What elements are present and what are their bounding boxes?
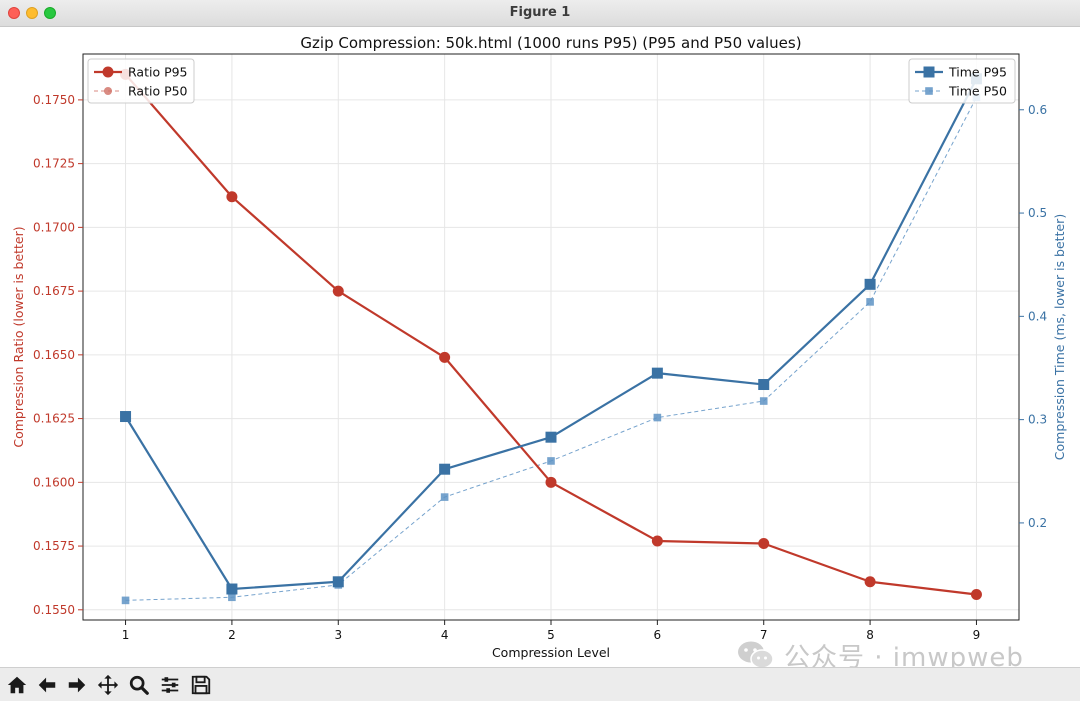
right-y-tick-label: 0.3 [1028,413,1047,427]
x-tick-label: 1 [122,628,130,642]
data-point [332,576,344,588]
data-point [545,476,557,488]
data-point [439,351,451,363]
y-axis-label-left: Compression Ratio (lower is better) [11,226,26,447]
left-axis: 0.1550 0.1575 0.1600 0.1625 0.1650 0.1675 0.17… [33,93,83,617]
left-y-tick-label: 0.1550 [33,603,75,617]
left-y-tick-label: 0.1650 [33,348,75,362]
right-y-tick-label: 0.2 [1028,516,1047,530]
x-axis: 1 2 3 4 5 6 7 8 9 [122,620,981,642]
x-tick-label: 4 [441,628,449,642]
legend-left: Ratio P95 Ratio P50 [87,58,195,104]
data-point [864,576,876,588]
legend-marker [925,87,933,95]
data-point [440,493,449,501]
figure-canvas[interactable]: Gzip Compression: 50k.html (1000 runs P9… [0,27,1080,667]
left-y-tick-label: 0.1625 [33,412,75,426]
data-point [651,367,663,379]
left-y-tick-label: 0.1700 [33,220,75,234]
x-tick-label: 9 [973,628,981,642]
legend-marker [104,87,112,95]
y-axis-label-right: Compression Time (ms, lower is better) [1052,214,1067,460]
zoom-window-button[interactable] [44,7,56,19]
right-axis: 0.2 0.3 0.4 0.5 0.6 [1019,103,1047,530]
right-y-tick-label: 0.5 [1028,206,1047,220]
data-point [759,397,768,405]
data-point [547,457,555,465]
save-icon[interactable] [188,672,214,698]
data-point [864,278,876,290]
grid [83,54,1019,620]
left-y-tick-label: 0.1575 [33,539,75,553]
x-tick-label: 6 [654,628,662,642]
data-point [970,589,982,601]
right-y-tick-label: 0.6 [1028,103,1047,117]
data-point [226,191,238,203]
legend-right: Time P95 Time P50 [908,58,1016,104]
left-y-tick-label: 0.1600 [33,475,75,489]
data-point [758,379,770,391]
left-y-tick-label: 0.1725 [33,157,75,171]
zoom-icon[interactable] [126,672,152,698]
forward-arrow-icon[interactable] [64,672,90,698]
pan-icon[interactable] [95,672,121,698]
legend-marker [102,66,114,78]
legend-label: Time P95 [948,65,1007,80]
matplotlib-toolbar [0,667,1080,701]
configure-subplots-icon[interactable] [157,672,183,698]
data-point [866,298,874,306]
chart: Gzip Compression: 50k.html (1000 runs P9… [11,34,1067,660]
x-tick-label: 3 [334,628,342,642]
home-icon[interactable] [4,672,30,698]
legend-label: Time P50 [948,84,1007,99]
x-tick-label: 7 [760,628,768,642]
x-tick-label: 5 [547,628,555,642]
legend-label: Ratio P95 [128,65,188,80]
data-point [120,411,132,423]
back-arrow-icon[interactable] [34,672,60,698]
window-title: Figure 1 [509,5,571,20]
x-axis-label: Compression Level [492,645,610,660]
data-point [226,583,238,595]
data-point [121,596,130,605]
legend-box [87,58,195,104]
wechat-logo-icon [738,641,774,669]
chart-title: Gzip Compression: 50k.html (1000 runs P9… [300,34,801,52]
left-y-tick-label: 0.1675 [33,284,75,298]
left-y-tick-label: 0.1750 [33,93,75,107]
window-titlebar: Figure 1 [0,0,1080,27]
legend-box [908,58,1016,104]
legend-marker [923,66,935,78]
data-point [545,431,557,443]
data-point [228,593,236,602]
data-point [758,538,770,550]
x-tick-label: 2 [228,628,236,642]
legend-label: Ratio P50 [128,84,188,99]
data-point [653,413,662,422]
data-point [439,463,451,475]
data-point [332,285,344,297]
x-tick-label: 8 [866,628,874,642]
close-window-button[interactable] [8,7,20,19]
data-point [651,535,663,547]
minimize-window-button[interactable] [26,7,38,19]
right-y-tick-label: 0.4 [1028,309,1047,323]
